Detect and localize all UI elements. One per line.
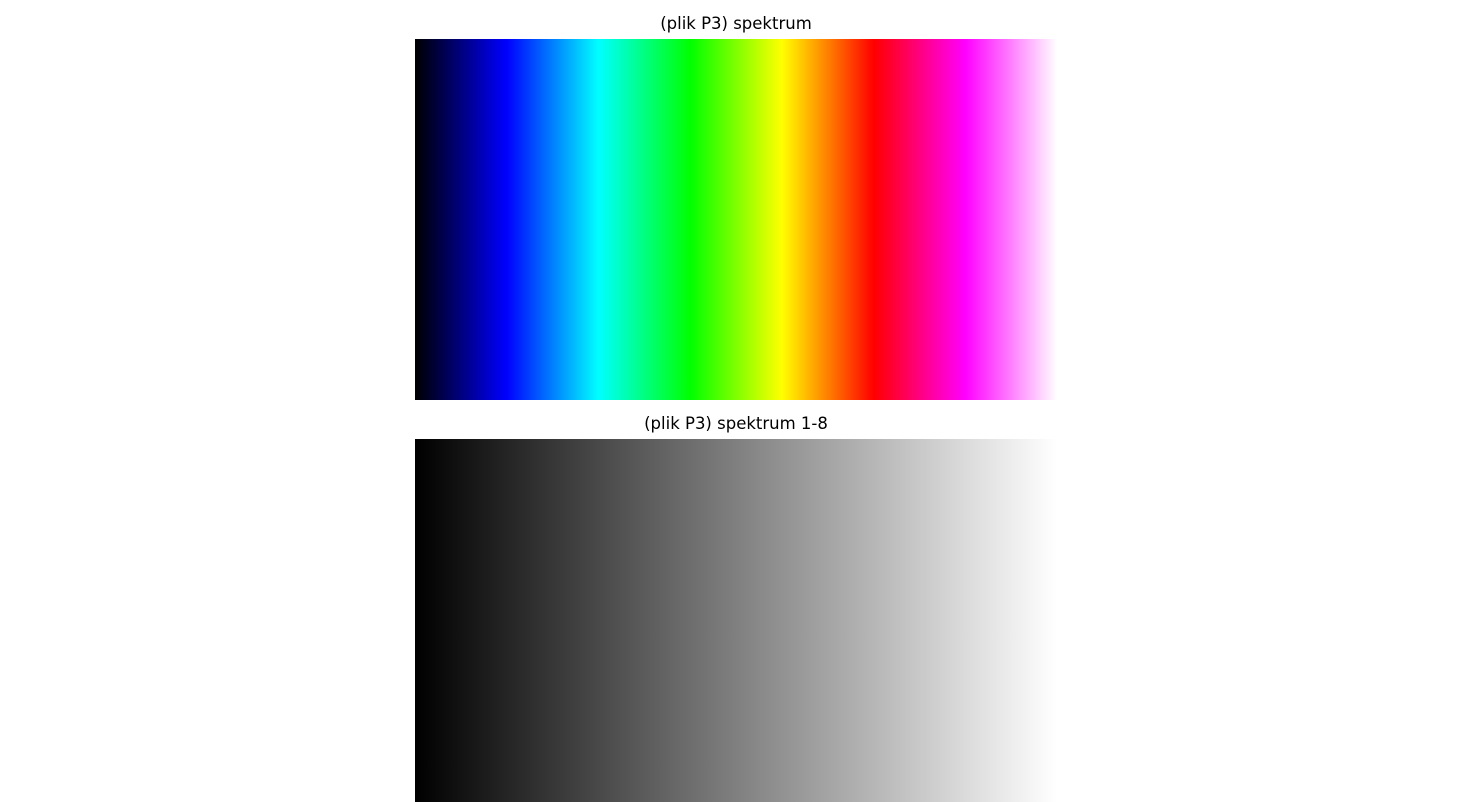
spectrum-color-strip (415, 39, 1057, 400)
grayscale-strip (415, 439, 1057, 802)
grayscale-title: (plik P3) spektrum 1-8 (644, 414, 828, 433)
spectrum-title: (plik P3) spektrum (660, 14, 812, 33)
